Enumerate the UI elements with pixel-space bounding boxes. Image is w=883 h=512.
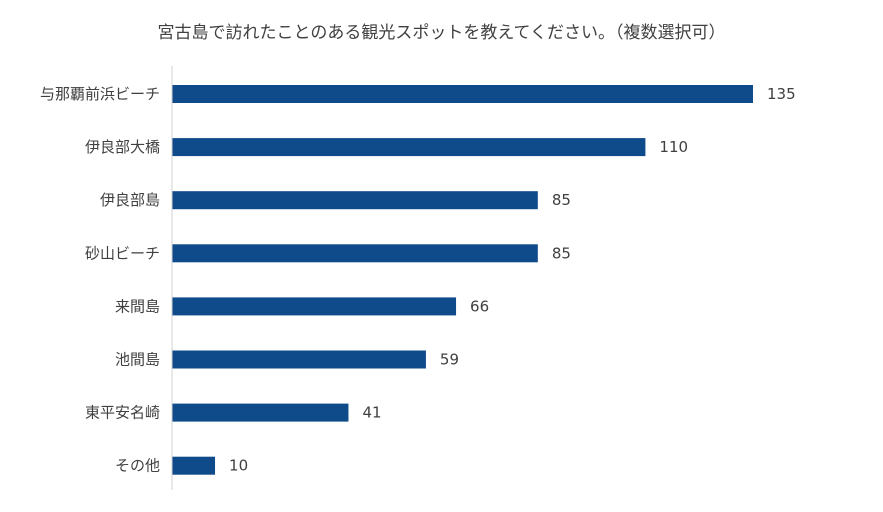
category-label: 砂山ビーチ [85,244,160,262]
data-label: 41 [362,404,381,422]
data-label: 110 [659,138,688,156]
data-label: 66 [470,297,489,315]
bar [172,456,216,475]
data-label: 85 [552,244,571,262]
category-label: 伊良部島 [100,191,160,209]
category-label: 伊良部大橋 [85,138,160,156]
data-label: 85 [552,191,571,209]
data-label: 59 [440,351,459,369]
chart-title: 宮古島で訪れたことのある観光スポットを教えてください。（複数選択可） [157,23,726,43]
category-label: 東平安名崎 [85,404,160,422]
bar [172,244,538,263]
bar [172,191,538,210]
category-label: 与那覇前浜ビーチ [40,85,160,103]
bar [172,138,646,157]
data-label: 135 [767,85,796,103]
bar [172,297,457,316]
data-label: 10 [229,457,248,475]
category-label: 池間島 [115,351,160,369]
bar [172,350,426,369]
category-label: その他 [115,457,160,475]
category-label: 来間島 [115,297,160,315]
bar [172,85,753,103]
bar [172,403,349,422]
